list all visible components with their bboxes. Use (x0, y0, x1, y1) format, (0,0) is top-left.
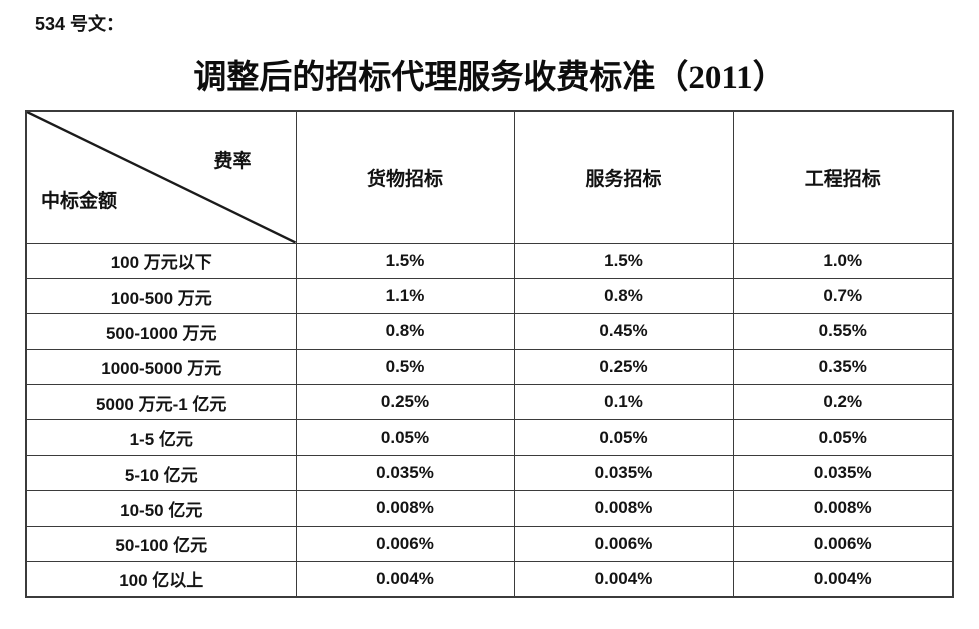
fee-rate-table: 费率 中标金额 货物招标 服务招标 工程招标 100 万元以下 1.5% 1.5% 1… (25, 110, 954, 598)
fee-rate-cell: 1.1% (295, 277, 515, 315)
table-row: 100 亿以上 0.004% 0.004% 0.004% (25, 561, 954, 598)
fee-rate-cell: 1.5% (295, 242, 515, 279)
fee-table-body: 100 万元以下 1.5% 1.5% 1.0% 100-500 万元 1.1% 0.8% 0.… (25, 242, 954, 598)
header-row: 费率 中标金额 货物招标 服务招标 工程招标 (25, 110, 954, 244)
bid-amount-cell: 50-100 亿元 (25, 525, 297, 563)
fee-rate-cell: 0.004% (295, 561, 515, 598)
fee-rate-cell: 0.55% (732, 313, 954, 350)
fee-rate-cell: 0.05% (513, 419, 734, 456)
fee-rate-cell: 0.006% (732, 525, 954, 563)
diagonal-corner-cell: 费率 中标金额 (25, 110, 297, 244)
table-row: 5000 万元-1 亿元 0.25% 0.1% 0.2% (25, 384, 954, 421)
bid-amount-cell: 10-50 亿元 (25, 490, 297, 527)
bid-amount-cell: 500-1000 万元 (25, 313, 297, 350)
column-header-service-bidding: 服务招标 (513, 110, 734, 244)
fee-rate-cell: 0.25% (295, 384, 515, 421)
bid-amount-cell: 100 万元以下 (25, 242, 297, 279)
corner-label-fee-rate: 费率 (213, 151, 252, 172)
bid-amount-cell: 100 亿以上 (25, 561, 297, 598)
fee-rate-cell: 0.25% (513, 348, 734, 386)
table-row: 100 万元以下 1.5% 1.5% 1.0% (25, 242, 954, 279)
fee-rate-cell: 0.004% (732, 561, 954, 598)
table-row: 500-1000 万元 0.8% 0.45% 0.55% (25, 313, 954, 350)
page-title: 调整后的招标代理服务收费标准（2011） (193, 60, 786, 96)
fee-rate-cell: 1.5% (513, 242, 734, 279)
fee-rate-cell: 0.008% (513, 490, 734, 527)
doc-ref-label: 534 号文： (35, 14, 125, 34)
fee-rate-cell: 0.006% (513, 525, 734, 563)
bid-amount-cell: 100-500 万元 (25, 277, 297, 315)
table-row: 5-10 亿元 0.035% 0.035% 0.035% (25, 454, 954, 492)
fee-rate-cell: 0.8% (295, 313, 515, 350)
column-header-goods-bidding: 货物招标 (295, 110, 515, 244)
fee-rate-cell: 0.008% (732, 490, 954, 527)
bid-amount-cell: 1000-5000 万元 (25, 348, 297, 386)
fee-rate-cell: 0.035% (513, 454, 734, 492)
table-row: 10-50 亿元 0.008% 0.008% 0.008% (25, 490, 954, 527)
fee-rate-cell: 0.006% (295, 525, 515, 563)
column-header-engineering-bidding: 工程招标 (732, 110, 954, 244)
fee-rate-cell: 0.8% (513, 277, 734, 315)
fee-rate-cell: 0.05% (732, 419, 954, 456)
table-row: 50-100 亿元 0.006% 0.006% 0.006% (25, 525, 954, 563)
fee-rate-cell: 0.035% (732, 454, 954, 492)
bid-amount-cell: 5-10 亿元 (25, 454, 297, 492)
diagonal-divider-line (27, 112, 295, 242)
fee-rate-cell: 0.008% (295, 490, 515, 527)
fee-rate-cell: 0.35% (732, 348, 954, 386)
fee-rate-cell: 0.5% (295, 348, 515, 386)
fee-rate-cell: 0.2% (732, 384, 954, 421)
fee-rate-cell: 0.05% (295, 419, 515, 456)
fee-rate-cell: 0.45% (513, 313, 734, 350)
table-row: 1-5 亿元 0.05% 0.05% 0.05% (25, 419, 954, 456)
bid-amount-cell: 1-5 亿元 (25, 419, 297, 456)
fee-rate-cell: 0.7% (732, 277, 954, 315)
fee-rate-cell: 0.004% (513, 561, 734, 598)
fee-rate-cell: 1.0% (732, 242, 954, 279)
fee-rate-cell: 0.1% (513, 384, 734, 421)
table-row: 100-500 万元 1.1% 0.8% 0.7% (25, 277, 954, 315)
table-row: 1000-5000 万元 0.5% 0.25% 0.35% (25, 348, 954, 386)
bid-amount-cell: 5000 万元-1 亿元 (25, 384, 297, 421)
corner-label-bid-amount: 中标金额 (41, 190, 118, 212)
fee-rate-cell: 0.035% (295, 454, 515, 492)
